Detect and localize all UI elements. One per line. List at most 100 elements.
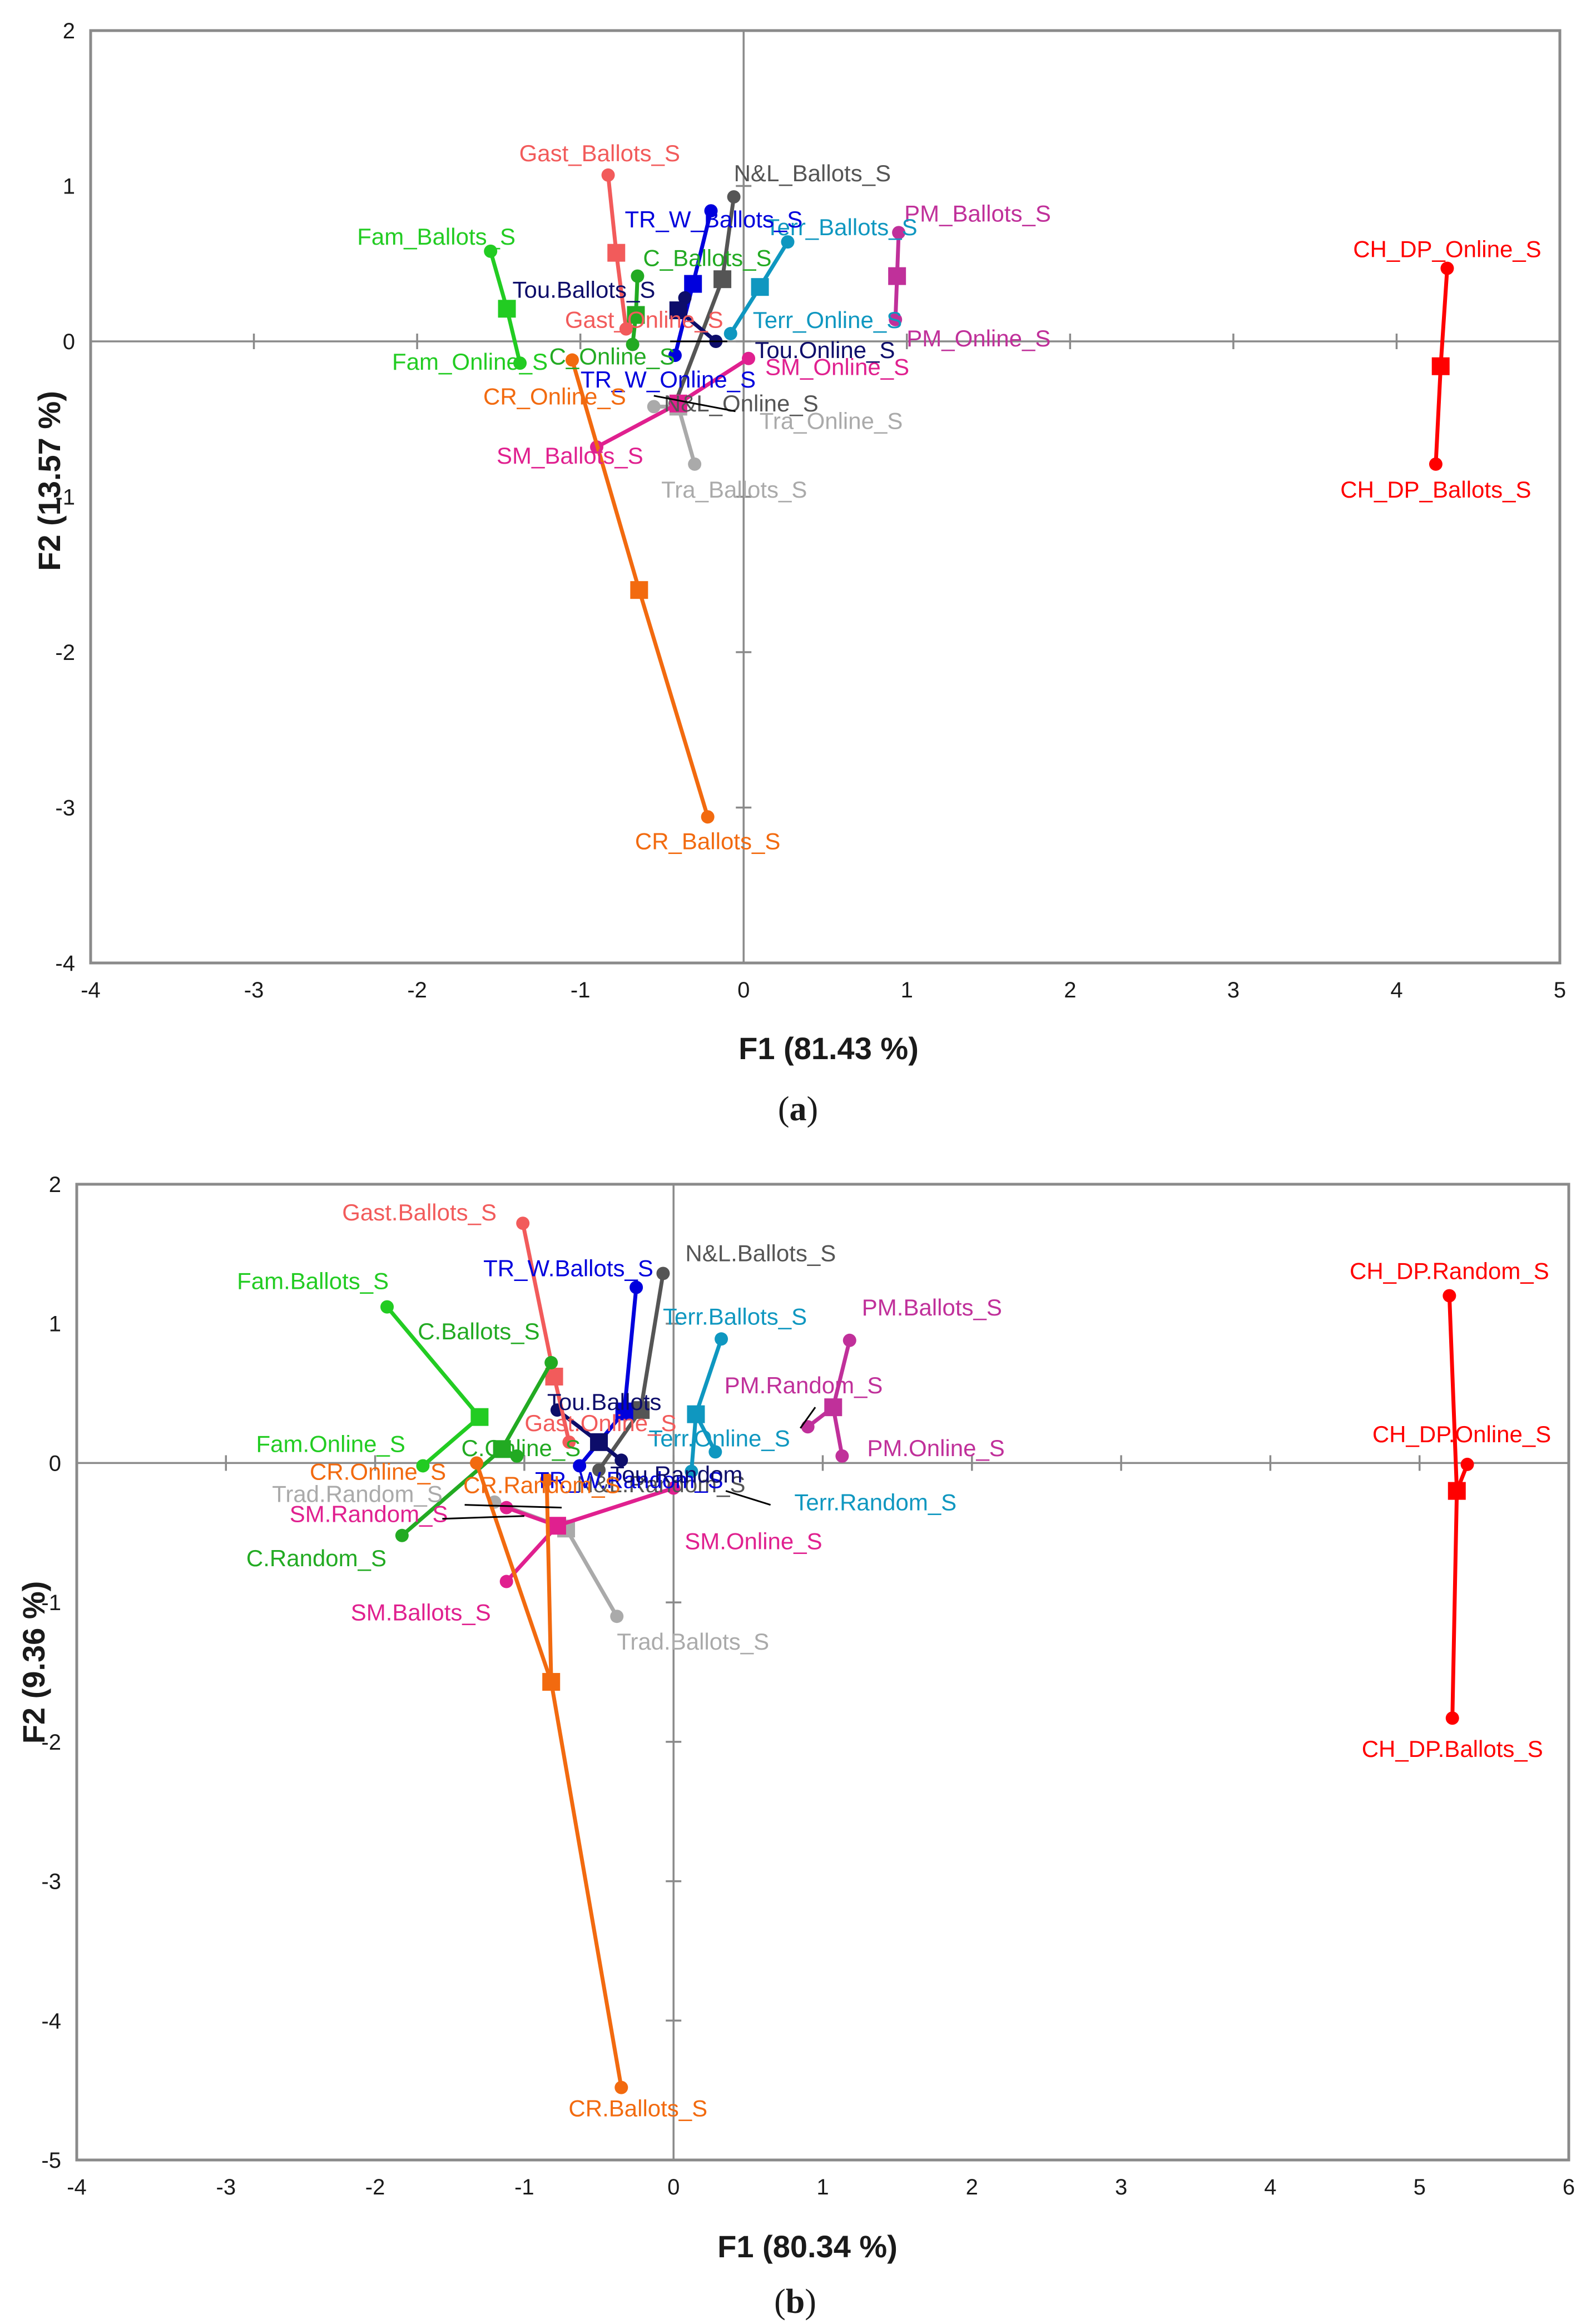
label-tra-online-s: Tra_Online_S (760, 408, 903, 434)
label-ch-dp-online-s: CH_DP_Online_S (1353, 236, 1542, 262)
y-tick-label-b: -2 (41, 1730, 61, 1755)
x-tick-label-b: -3 (216, 2175, 236, 2199)
label-cr-online-s: CR.Online_S (310, 1458, 446, 1484)
point-ch-dp-ballots-s (1445, 1711, 1459, 1725)
y-tick-label-a: -2 (55, 640, 75, 665)
centroid-fam (470, 1408, 489, 1426)
point-tou-ballots-s (678, 291, 692, 305)
label-tou-online-s: Tou.Online_S (755, 337, 895, 363)
point-gast-online-s (562, 1435, 576, 1449)
label-gast-online-s: Gast_Online_S (565, 307, 723, 333)
point-ch-dp-online-s (1460, 1457, 1474, 1471)
point-fam-ballots-s (484, 244, 498, 258)
connector-ch-dp-ballots-s (1450, 1489, 1459, 1720)
centroid-pm (824, 1398, 842, 1417)
point-fam-online-s (513, 356, 527, 370)
label-n-l-ballots-s: N&L.Ballots_S (685, 1240, 836, 1266)
panel-a: -4 -3 -2 -1 0 1 2 3 4 5 -4 -3 -2 -1 0 1 2 CH_DP_Online_S… (32, 19, 1566, 1128)
point-n-l-random-s (592, 1463, 606, 1477)
centroid-tr-w (684, 275, 702, 293)
y-tick-label-a: -3 (55, 796, 75, 821)
connector-n-l-ballots-s (720, 195, 736, 281)
label-tr-w-random-s: TR_W.Random_S (535, 1467, 723, 1493)
label-gast-online-s: Gast.Online_S (524, 1410, 676, 1436)
label-tra-ballots-s: Tra_Ballots_S (661, 476, 807, 503)
y-tick-label-b: -4 (41, 2009, 61, 2033)
point-c-online-s (626, 337, 640, 351)
point-sm-online-s (667, 1481, 681, 1495)
label-sm-online-s: SM.Online_S (685, 1528, 822, 1555)
x-tick-label-a: 3 (1227, 978, 1240, 1002)
label-c-ballots-s: C_Ballots_S (643, 245, 771, 271)
y-tick-label-b: -1 (41, 1591, 61, 1615)
label-pm-ballots-s: PM.Ballots_S (862, 1294, 1002, 1320)
label-n-l-ballots-s: N&L_Ballots_S (734, 160, 891, 186)
point-pm-ballots-s (842, 1333, 856, 1347)
x-axis-label-a: F1 (81.43 %) (738, 1031, 919, 1066)
label-cr-ballots-s: CR.Ballots_S (568, 2095, 707, 2122)
label-tr-w-ballots-s: TR_W.Ballots_S (483, 1255, 653, 1282)
centroid-cr (542, 1673, 561, 1691)
y-axis-label-b: F2 (9.36 %) (16, 1581, 51, 1744)
x-tick-label-b: -2 (365, 2175, 385, 2199)
connector-sm-online-s (676, 356, 751, 406)
label-sm-random-s: SM.Random_S (290, 1501, 448, 1527)
centroid-n-l (713, 270, 732, 289)
point-sm-ballots-s (499, 1575, 513, 1588)
point-cr-online-s (565, 353, 579, 367)
label-fam-ballots-s: Fam.Ballots_S (237, 1268, 389, 1294)
label-terr-ballots-s: Terr_Ballots_S (765, 214, 917, 240)
connector-fam-ballots-s (385, 1305, 482, 1419)
y-tick-label-a: -1 (55, 485, 75, 510)
connector-ch-dp-online-s (1439, 266, 1449, 369)
connector-n-l-random-s (597, 1408, 643, 1472)
connector-terr-random-s (689, 1412, 698, 1473)
connector-cr-online-s (474, 1461, 553, 1684)
connector-cr-ballots-s (549, 1680, 623, 2090)
label-leader-line (442, 1515, 524, 1520)
label-ch-dp-ballots-s: CH_DP_Ballots_S (1340, 476, 1531, 503)
point-tr-w-ballots-s (704, 204, 718, 218)
centroid-ch-dp (1431, 357, 1450, 375)
point-tou-random (614, 1453, 628, 1467)
connector-tra-ballots-s (676, 404, 697, 466)
connector-terr-ballots-s (693, 1337, 723, 1417)
point-sm-random-s (499, 1501, 513, 1514)
point-cr-ballots-s (614, 2080, 628, 2094)
point-cr-random-s (540, 1473, 554, 1487)
point-n-l-ballots-s (656, 1267, 670, 1280)
point-ch-dp-online-s (1440, 261, 1454, 275)
caption-a: (a) (778, 1090, 818, 1128)
label-pm-online-s: PM_Online_S (906, 325, 1050, 351)
label-terr-ballots-s: Terr.Ballots_S (663, 1303, 807, 1329)
point-pm-random-s (801, 1420, 815, 1434)
point-c-ballots-s (631, 269, 645, 283)
point-gast-ballots-s (516, 1216, 530, 1230)
point-tr-w-online-s (668, 349, 682, 362)
label-c-ballots-s: C.Ballots_S (418, 1318, 539, 1344)
x-tick-label-b: 3 (1115, 2175, 1127, 2199)
centroid-tou (669, 301, 687, 320)
connector-cr-random-s (544, 1478, 553, 1684)
label-cr-online-s: CR_Online_S (483, 384, 626, 410)
x-tick-label-b: 5 (1414, 2175, 1426, 2199)
label-leader-line (464, 1504, 562, 1509)
point-cr-online-s (470, 1456, 484, 1470)
label-cr-ballots-s: CR_Ballots_S (635, 828, 780, 854)
point-sm-online-s (742, 351, 756, 365)
x-tick-label-a: -2 (407, 978, 427, 1002)
label-terr-online-s: Terr_Online_S (753, 307, 902, 333)
x-tick-label-b: 4 (1264, 2175, 1276, 2199)
connector-c-random-s (400, 1447, 504, 1538)
centroid-sm (669, 394, 687, 413)
point-pm-online-s (835, 1449, 849, 1463)
caption-b-letter: b (786, 2283, 805, 2321)
caption-b: (b) (774, 2283, 816, 2321)
label-trad-ballots-s: Trad.Ballots_S (617, 1628, 769, 1655)
point-trad-ballots-s (610, 1610, 624, 1623)
point-ch-dp-ballots-s (1429, 457, 1443, 471)
plot-frame-b (75, 1183, 1570, 2162)
centroid-tr-w (615, 1402, 633, 1421)
point-terr-random-s (685, 1464, 698, 1478)
